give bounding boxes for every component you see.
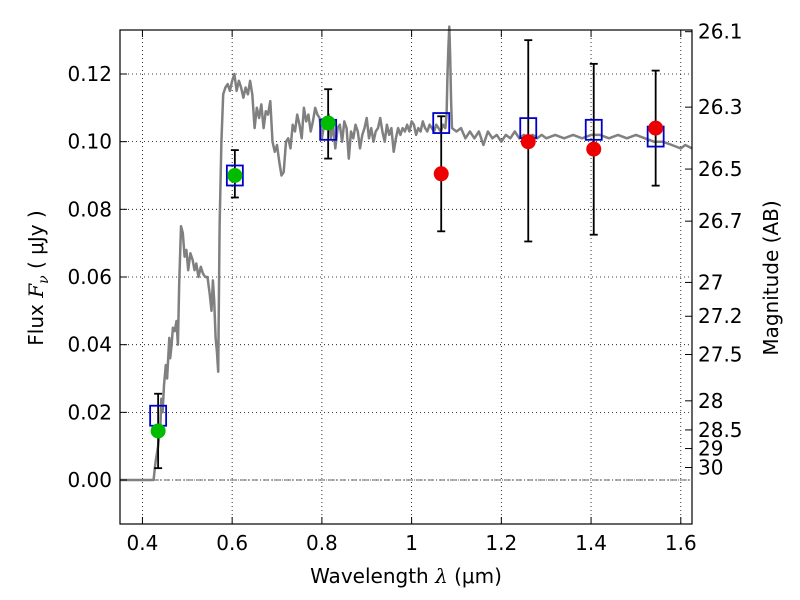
y2-tick-label: 26.5 [698,157,743,181]
y-tick-label: 0.06 [67,265,112,289]
synthetic-photometry-square [432,112,451,134]
nondetection-point [433,166,449,182]
y2-tick-label: 26.1 [698,20,743,44]
nondetection-point [520,134,536,150]
y2-tick-label: 26.7 [698,209,743,233]
y2-tick-label: 27.5 [698,342,743,366]
y-tick-label: 0.10 [67,130,112,154]
x-tick-label: 0.4 [127,531,159,555]
x-tick-label: 1.4 [575,531,607,555]
model-sed [120,25,693,482]
x-tick-label: 0.8 [306,531,338,555]
y2-tick-label: 30 [698,455,723,479]
y2-tick-label: 28 [698,389,723,413]
detection-point [150,423,166,439]
y2-tick-label: 29 [698,437,723,461]
y-tick-label: 0.04 [67,333,112,357]
nondetection-point [648,120,664,136]
y-tick-label: 0.08 [67,197,112,221]
y2-tick-label: 27.2 [698,304,743,328]
observed-photometry [150,115,664,439]
synthetic-photometry-square [584,118,603,141]
x-tick-label: 0.6 [216,531,248,555]
x-axis-label: Wavelength λ (μm) [310,564,502,588]
synthetic-photometry [149,112,665,427]
detection-point [227,167,243,183]
error-bars [154,39,660,470]
x-tick-label: 1.2 [485,531,517,555]
y2-tick-label: 28.5 [698,418,743,442]
y2-tick-label: 26.3 [698,95,743,119]
synthetic-photometry-square [225,164,244,187]
y2-tick-label: 27 [698,270,723,294]
model-sed-line [120,25,693,482]
y-axis-label: Flux Fν ( μJy ) [24,210,52,345]
x-tick-label: 1.6 [665,531,697,555]
y-tick-label: 0.12 [67,62,112,86]
y-tick-label: 0.00 [67,468,112,492]
nondetection-point [586,141,602,157]
ticks: 0.4 0.6 0.8 1 1.2 1.4 1.6 0.00 0.02 0.04 0.06 0.08 0… [67,20,742,555]
detection-point [320,115,336,131]
y-tick-label: 0.02 [67,400,112,424]
x-tick-label: 1 [405,531,418,555]
y2-axis-label: Magnitude (AB) [759,200,783,355]
